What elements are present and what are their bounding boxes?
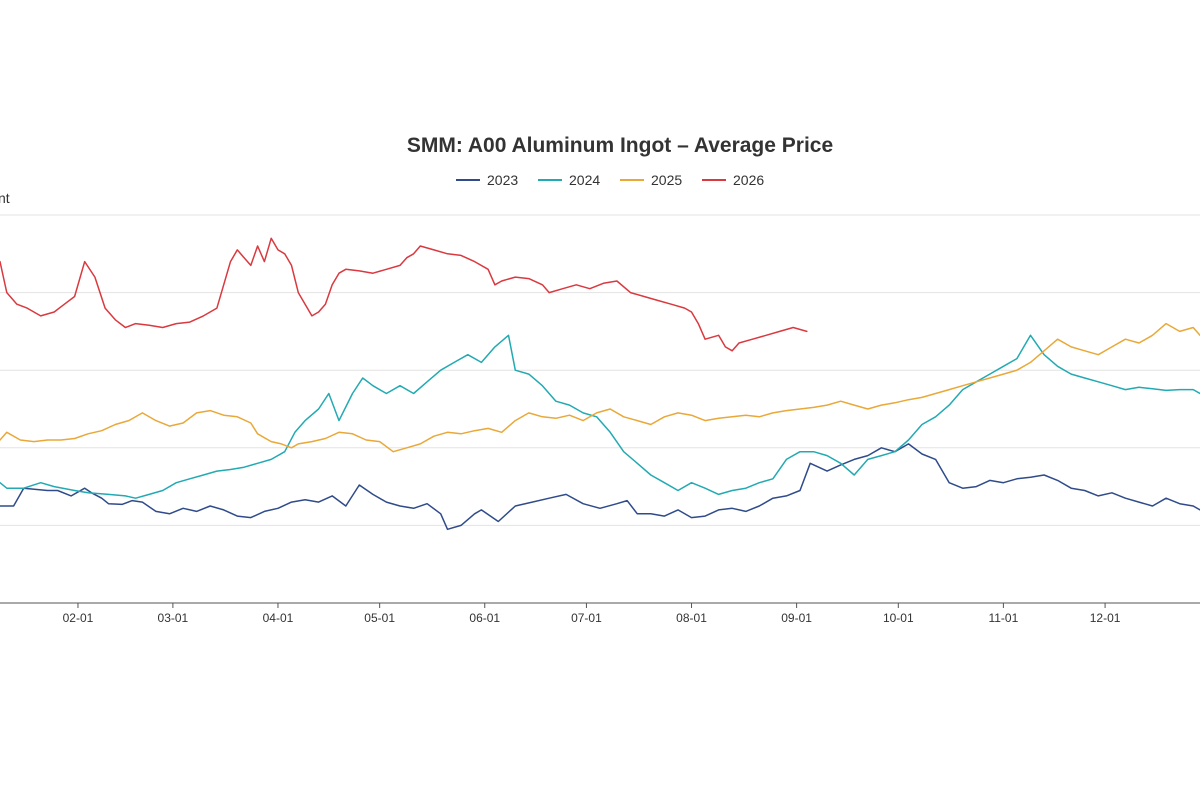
- x-tick-label: 08-01: [676, 611, 707, 625]
- x-axis-ticks: 02-01 03-01 04-01 05-01 06-01 07-01 08-01 09-01…: [63, 603, 1121, 625]
- x-tick-label: 07-01: [571, 611, 602, 625]
- x-tick-label: 12-01: [1090, 611, 1121, 625]
- chart-title: SMM: A00 Aluminum Ingot – Average Price: [407, 134, 833, 157]
- legend-label: 2026: [733, 172, 764, 188]
- legend-label: 2023: [487, 172, 518, 188]
- x-tick-label: 11-01: [988, 611, 1018, 625]
- x-tick-label: 10-01: [883, 611, 914, 625]
- legend-item-2024[interactable]: 2024: [538, 172, 600, 188]
- gridlines: [0, 214, 1200, 526]
- series-line-2023: [0, 443, 1200, 531]
- legend-label: 2025: [651, 172, 682, 188]
- series-lines: [0, 237, 1200, 531]
- x-tick-label: 02-01: [63, 611, 94, 625]
- legend: 2023 2024 2025 2026: [456, 172, 764, 188]
- y-axis-label: nt: [0, 190, 10, 206]
- legend-label: 2024: [569, 172, 600, 188]
- x-tick-label: 04-01: [263, 611, 294, 625]
- legend-item-2026[interactable]: 2026: [702, 172, 764, 188]
- series-line-2025: [0, 322, 1200, 453]
- x-tick-label: 09-01: [781, 611, 812, 625]
- x-tick-label: 03-01: [158, 611, 189, 625]
- x-tick-label: 05-01: [364, 611, 395, 625]
- series-line-2024: [0, 334, 1200, 499]
- legend-item-2023[interactable]: 2023: [456, 172, 518, 188]
- legend-item-2025[interactable]: 2025: [620, 172, 682, 188]
- series-line-2026: [0, 237, 808, 352]
- x-tick-label: 06-01: [469, 611, 500, 625]
